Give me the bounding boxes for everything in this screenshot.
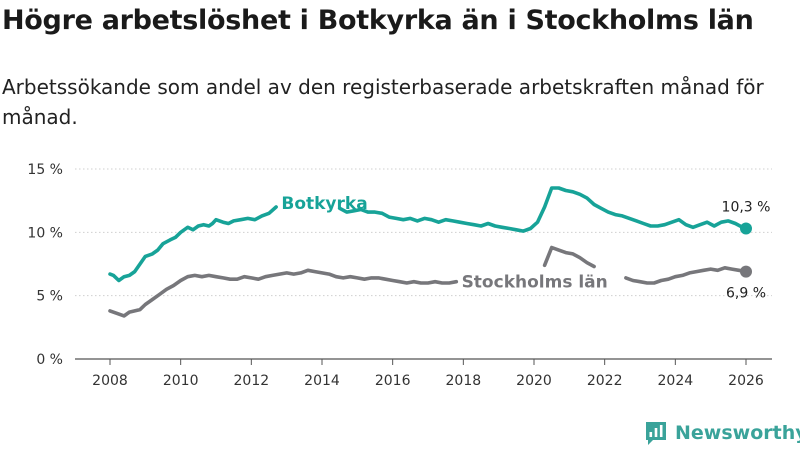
series-line-stockholms-l-n [108,268,459,318]
x-tick-label: 2026 [728,373,764,389]
chart-subtitle: Arbetssökande som andel av den registerb… [2,75,764,129]
end-point-botkyrka [740,222,752,235]
y-tick-label: 5 % [36,289,63,305]
series-labels: 10,3 % Botkyrka 6,9 % Stockholms län [281,194,770,301]
x-tick-label: 2014 [304,373,340,389]
series-line-botkyrka [337,186,748,233]
x-tick-label: 2020 [516,373,552,389]
gridlines [75,168,772,360]
series-lines [108,186,752,318]
x-axis-ticks: 2008 2010 2012 2014 2016 2018 2020 2022 2024 2026 [92,359,764,389]
y-tick-label: 10 % [27,225,63,241]
end-point-stockholms-l-n [740,265,752,278]
x-tick-label: 2018 [446,373,482,389]
end-value-label-botkyrka: 10,3 % [722,200,771,216]
y-tick-label: 0 % [36,352,63,368]
newsworthy-logo: Newsworthy [644,418,800,448]
series-line-stockholms-l-n [624,266,748,285]
chart-title: Högre arbetslöshet i Botkyrka än i Stock… [2,5,754,36]
series-line-stockholms-l-n [542,245,596,269]
newsworthy-logo-icon [646,422,666,445]
x-tick-label: 2012 [234,373,270,389]
y-tick-label: 15 % [27,162,63,178]
x-tick-label: 2024 [658,373,694,389]
series-label-stockholms-l-n: Stockholms län [462,273,608,293]
x-tick-label: 2022 [587,373,623,389]
x-tick-label: 2008 [92,373,128,389]
y-axis-ticks: 0 % 5 % 10 % 15 % [27,162,63,368]
series-label-botkyrka: Botkyrka [281,194,367,214]
series-line-botkyrka [108,205,278,283]
x-tick-label: 2016 [375,373,411,389]
newsworthy-logo-text: Newsworthy [675,422,800,444]
x-tick-label: 2010 [163,373,199,389]
end-value-label-stockholms-l-n: 6,9 % [726,286,766,302]
